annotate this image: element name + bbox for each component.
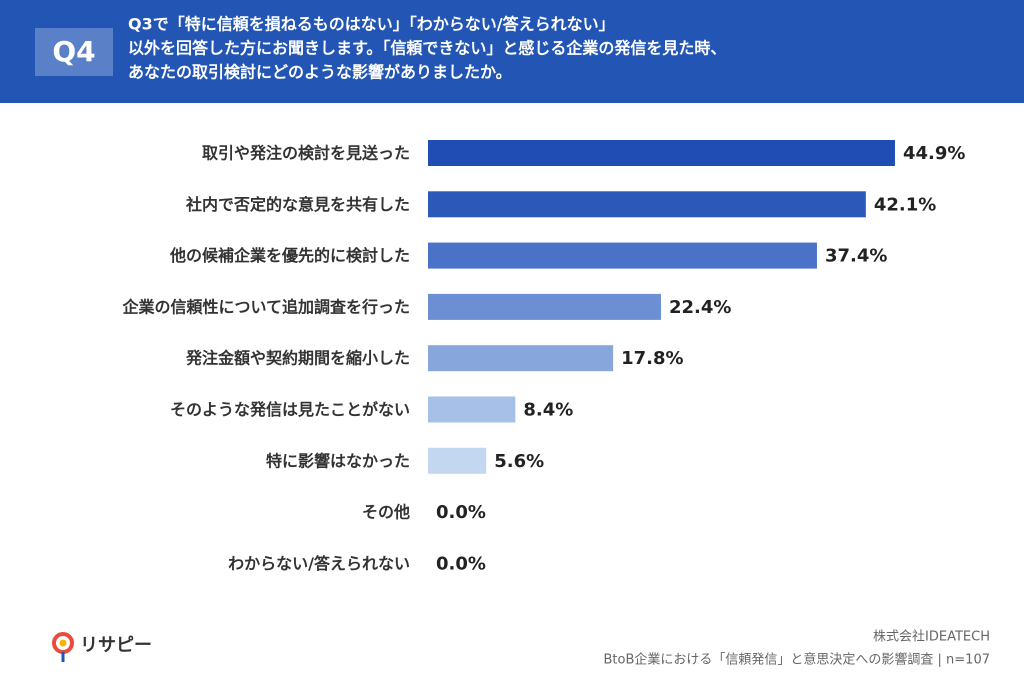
value-label: 37.4% bbox=[825, 246, 887, 267]
value-label: 0.0% bbox=[436, 553, 486, 574]
badge: Q4 bbox=[52, 35, 95, 68]
category-label: わからない/答えられない bbox=[228, 554, 410, 573]
value-label: 22.4% bbox=[669, 297, 731, 318]
bar bbox=[428, 140, 895, 166]
category-label: そのような発信は見たことがない bbox=[170, 400, 410, 419]
bar bbox=[428, 447, 487, 474]
category-label: 取引や発注の検討を見送った bbox=[202, 144, 410, 163]
logo-icon-dot bbox=[59, 639, 67, 647]
value-label: 17.8% bbox=[621, 348, 683, 369]
header-band bbox=[0, 0, 1024, 103]
value-label: 44.9% bbox=[903, 143, 965, 164]
bar bbox=[428, 345, 614, 372]
category-label: 他の候補企業を優先的に検討した bbox=[169, 246, 410, 265]
category-label: その他 bbox=[362, 503, 410, 522]
category-label: 企業の信頼性について追加調査を行った bbox=[121, 297, 410, 316]
value-label: 5.6% bbox=[494, 451, 544, 472]
source-line: BtoB企業における「信頼発信」と意思決定への影響調査 | n=107 bbox=[604, 652, 990, 668]
title-line: 以外を回答した方にお聞きします。「信頼できない」と感じる企業の発信を見た時、 bbox=[128, 39, 726, 58]
bar bbox=[428, 191, 866, 218]
category-label: 社内で否定的な意見を共有した bbox=[185, 195, 410, 214]
value-label: 42.1% bbox=[874, 194, 936, 215]
title-line: あなたの取引検討にどのような影響がありましたか。 bbox=[128, 63, 512, 82]
value-label: 0.0% bbox=[436, 502, 486, 523]
logo-text: リサピー bbox=[80, 635, 152, 656]
title-line: Q3で「特に信頼を損ねるものはない」「わからない/答えられない」 bbox=[128, 15, 615, 34]
bar bbox=[428, 293, 661, 320]
badge-box bbox=[35, 28, 113, 76]
category-label: 特に影響はなかった bbox=[266, 451, 410, 470]
value-label: 8.4% bbox=[523, 400, 573, 421]
bar bbox=[428, 242, 817, 269]
source-line: 株式会社IDEATECH bbox=[873, 629, 990, 645]
category-label: 発注金額や契約期間を縮小した bbox=[185, 349, 410, 368]
bar bbox=[428, 396, 516, 423]
plot-area: 取引や発注の検討を見送った 44.9% 社内で否定的な意見を共有した 42.1% 他の候… bbox=[121, 140, 965, 574]
